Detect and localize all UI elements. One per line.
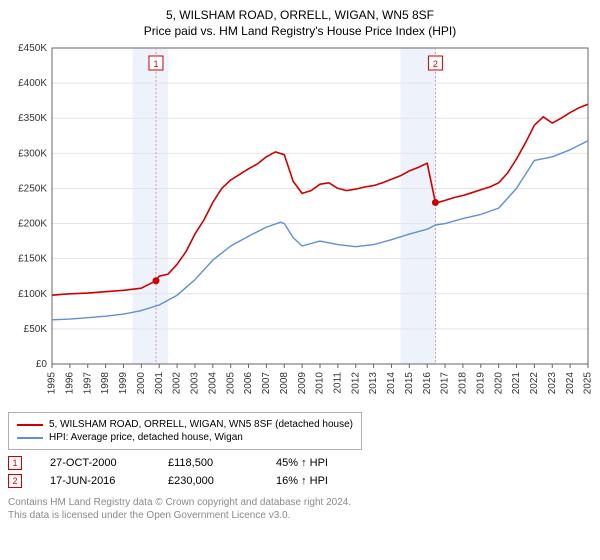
svg-text:1998: 1998	[100, 372, 111, 395]
footer-line-1: Contains HM Land Registry data © Crown c…	[8, 496, 592, 509]
svg-text:2004: 2004	[207, 372, 218, 395]
line-chart-svg: £0 £50K £100K £150K £200K £250K £300K £350K £400…	[8, 44, 592, 404]
transaction-price: £118,500	[168, 457, 248, 469]
svg-text:2005: 2005	[225, 372, 236, 395]
svg-text:2013: 2013	[368, 372, 379, 395]
svg-text:1996: 1996	[65, 372, 76, 395]
footer-attribution: Contains HM Land Registry data © Crown c…	[8, 496, 592, 522]
transaction-delta: 45% ↑ HPI	[276, 457, 328, 469]
legend-row: 5, WILSHAM ROAD, ORRELL, WIGAN, WN5 8SF …	[17, 419, 353, 430]
svg-text:2016: 2016	[422, 372, 433, 395]
svg-text:1995: 1995	[47, 372, 58, 395]
svg-text:2015: 2015	[404, 372, 415, 395]
chart-subtitle: Price paid vs. HM Land Registry's House …	[8, 24, 592, 38]
legend-swatch	[17, 424, 43, 426]
svg-text:2003: 2003	[190, 372, 201, 395]
svg-text:£350K: £350K	[18, 113, 47, 124]
svg-text:£200K: £200K	[18, 219, 47, 230]
svg-text:2009: 2009	[297, 372, 308, 395]
svg-text:2017: 2017	[440, 372, 451, 395]
svg-text:2000: 2000	[136, 372, 147, 395]
svg-text:2023: 2023	[547, 372, 558, 395]
transaction-delta: 16% ↑ HPI	[276, 475, 328, 487]
chart-area: £0 £50K £100K £150K £200K £250K £300K £350K £400…	[8, 44, 592, 404]
legend-row: HPI: Average price, detached house, Wiga…	[17, 432, 353, 443]
svg-text:2008: 2008	[279, 372, 290, 395]
svg-text:2024: 2024	[565, 372, 576, 395]
transaction-date: 27-OCT-2000	[50, 457, 140, 469]
transaction-row: 1 27-OCT-2000 £118,500 45% ↑ HPI	[8, 456, 592, 470]
svg-text:2014: 2014	[386, 372, 397, 395]
svg-text:2: 2	[433, 59, 438, 69]
svg-text:2001: 2001	[154, 372, 165, 395]
svg-text:2025: 2025	[583, 372, 592, 395]
svg-text:£100K: £100K	[18, 289, 47, 300]
svg-text:£0: £0	[36, 359, 48, 370]
chart-title: 5, WILSHAM ROAD, ORRELL, WIGAN, WN5 8SF	[8, 8, 592, 22]
svg-text:2022: 2022	[529, 372, 540, 395]
svg-text:2006: 2006	[243, 372, 254, 395]
transactions-table: 1 27-OCT-2000 £118,500 45% ↑ HPI 2 17-JUN-201…	[8, 456, 592, 488]
svg-text:2012: 2012	[350, 372, 361, 395]
svg-text:2011: 2011	[333, 372, 344, 394]
svg-text:2020: 2020	[493, 372, 504, 395]
transaction-marker: 2	[8, 474, 22, 488]
svg-text:2018: 2018	[458, 372, 469, 395]
legend-box: 5, WILSHAM ROAD, ORRELL, WIGAN, WN5 8SF …	[8, 412, 362, 450]
svg-text:2019: 2019	[475, 372, 486, 395]
svg-text:2010: 2010	[315, 372, 326, 395]
legend-label: HPI: Average price, detached house, Wiga…	[49, 432, 243, 443]
svg-text:£50K: £50K	[24, 324, 48, 335]
svg-text:1: 1	[153, 59, 158, 69]
svg-text:1997: 1997	[82, 372, 93, 395]
svg-text:1999: 1999	[118, 372, 129, 395]
legend-label: 5, WILSHAM ROAD, ORRELL, WIGAN, WN5 8SF …	[49, 419, 353, 430]
legend-swatch	[17, 437, 43, 439]
transaction-date: 17-JUN-2016	[50, 475, 140, 487]
svg-text:2021: 2021	[511, 372, 522, 395]
svg-text:£400K: £400K	[18, 78, 47, 89]
svg-text:£150K: £150K	[18, 254, 47, 265]
svg-text:£450K: £450K	[18, 44, 47, 54]
transaction-price: £230,000	[168, 475, 248, 487]
transaction-row: 2 17-JUN-2016 £230,000 16% ↑ HPI	[8, 474, 592, 488]
svg-text:2002: 2002	[172, 372, 183, 395]
svg-text:£300K: £300K	[18, 148, 47, 159]
svg-text:2007: 2007	[261, 372, 272, 395]
svg-text:£250K: £250K	[18, 183, 47, 194]
transaction-marker: 1	[8, 456, 22, 470]
footer-line-2: This data is licensed under the Open Gov…	[8, 509, 592, 522]
